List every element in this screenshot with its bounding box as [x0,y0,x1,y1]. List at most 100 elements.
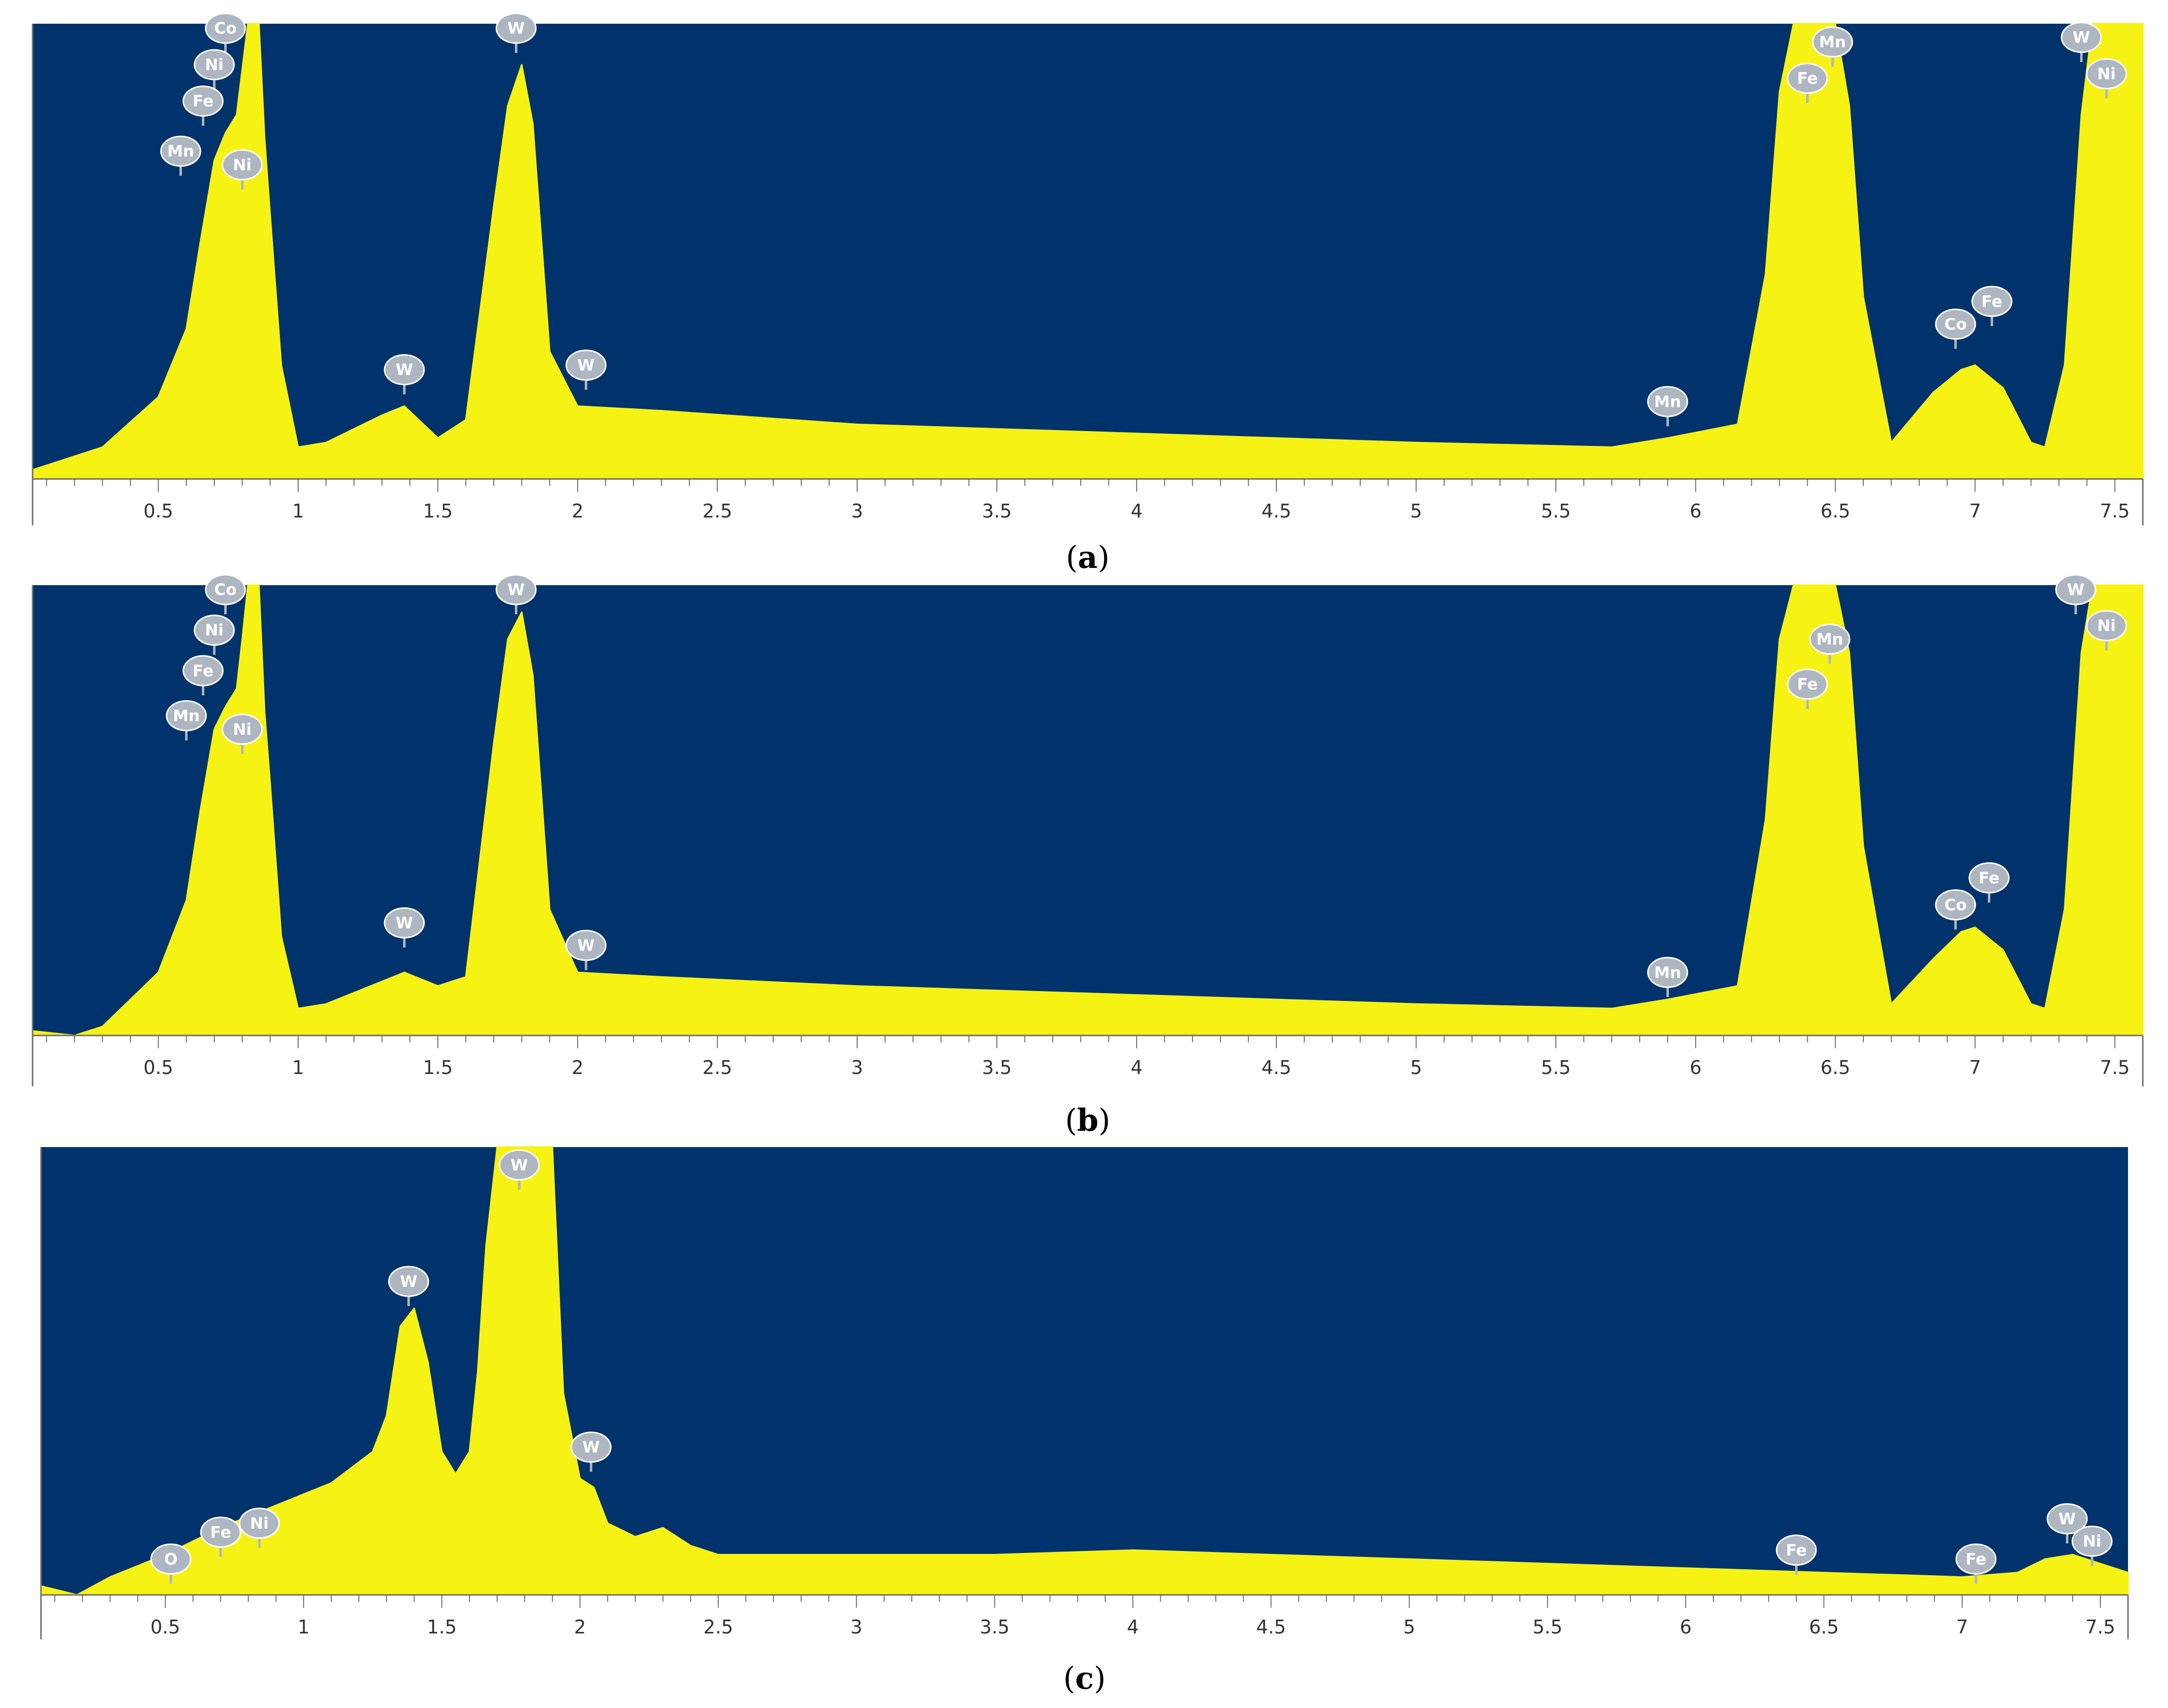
peak-label: W [508,580,525,599]
peak-marker: Co [1935,309,1976,349]
panel-caption-letter: a [1078,539,1098,575]
peak-marker: W [495,574,537,615]
x-tick-label: 4.5 [1256,1616,1286,1638]
spectrum-panel-b: 0.5 1 1.5 2 2.5 3 3.5 4 4.5 5 5.5 6 6.5 7 7.5 Co Ni Fe Mn N… [32,574,2144,1138]
peak-marker: W [384,354,425,395]
peak-marker: W [2061,22,2102,62]
x-tick-label: 3.5 [980,1616,1009,1638]
spectrum-area [32,23,2144,480]
peak-marker: Mn [1809,623,1851,664]
peak-marker-bubble [165,700,207,731]
peak-marker-bubble [1647,386,1689,417]
peak-marker-bubble [495,574,537,605]
peak-marker-bubble [205,12,246,44]
peak-label: Fe [1797,675,1818,694]
peak-label: W [577,936,594,955]
x-tick-label: 6 [1690,500,1701,522]
x-tick-label: 1.5 [423,1057,453,1078]
peak-marker-bubble [1955,1543,1997,1575]
x-tick-label: 2.5 [703,500,732,522]
peak-marker: Co [205,574,246,615]
x-tick-label: 0.5 [143,500,173,522]
peak-marker: W [495,12,537,53]
x-tick-label: 2 [572,1057,584,1078]
peak-marker-bubble [194,49,235,80]
peak-marker: Co [205,12,246,53]
x-tick-label: 6.5 [1820,500,1850,522]
peak-label: Co [214,580,237,599]
peak-label: W [395,914,413,932]
peak-marker-bubble [570,1431,612,1463]
peak-label: Co [1944,315,1967,334]
peak-label: W [400,1272,417,1291]
spectrum-area [32,584,2144,1036]
peak-marker: Ni [194,614,235,655]
peak-marker-bubble [2086,58,2127,89]
x-tick-label: 3.5 [982,1057,1012,1078]
peak-marker: W [570,1431,612,1472]
peak-marker: Fe [182,655,224,696]
x-tick-label: 3 [851,1616,863,1638]
spectrum-area [40,1146,2129,1596]
peak-marker: W [2055,574,2096,615]
peak-marker: Fe [1969,862,2010,903]
peak-label: Mn [167,142,195,160]
peak-marker: W [565,350,607,390]
peak-marker-bubble [182,85,224,117]
x-tick-label: 4 [1131,1057,1143,1078]
peak-marker-bubble [384,354,425,386]
x-tick-label: 4.5 [1261,500,1291,522]
peak-marker: O [150,1543,192,1584]
x-tick-label: 1 [292,500,304,522]
peak-marker: W [384,907,425,948]
peak-marker: W [388,1266,430,1307]
peak-label: Fe [1981,292,2002,311]
x-tick-label: 6 [1680,1616,1692,1638]
peak-marker: W [565,930,607,970]
peak-marker: Fe [1775,1534,1817,1575]
peak-label: W [2058,1509,2076,1528]
peak-marker: Co [1935,889,1976,930]
spectrum-panel-a: 0.5 1 1.5 2 2.5 3 3.5 4 4.5 5 5.5 6 6.5 7 7.5CoNiFeMnN… [32,12,2144,575]
peak-marker-bubble [565,930,607,961]
x-tick-label: 1 [292,1057,304,1078]
peak-label: Ni [233,156,252,174]
peak-marker-bubble [205,574,246,605]
peak-label: Fe [1978,869,1999,887]
peak-label: W [2067,580,2084,599]
peak-label: Ni [233,720,252,739]
x-tick-label: 7 [1956,1616,1968,1638]
peak-marker: Ni [194,49,235,89]
panel-caption-letter: b [1077,1102,1098,1138]
peak-marker-bubble [1775,1534,1817,1566]
x-tick-label: 1 [298,1616,310,1638]
x-tick-label: 3 [851,1057,863,1078]
x-tick-label: 5 [1410,1057,1422,1078]
peak-marker: Ni [222,149,263,190]
peak-marker: W [2047,1503,2088,1544]
x-tick-label: 5.5 [1533,1616,1562,1638]
peak-label: Ni [205,621,224,639]
peak-marker: Fe [200,1516,241,1557]
peak-marker-bubble [495,12,537,44]
panel-caption: (c) [1063,1660,1105,1696]
peak-label: Ni [250,1514,269,1533]
x-tick-label: 5 [1403,1616,1415,1638]
x-tick-label: 1.5 [423,500,453,522]
peak-label: O [164,1549,177,1568]
x-tick-label: 4 [1131,500,1143,522]
peak-label: Fe [1797,69,1818,88]
peak-marker-bubble [1935,889,1976,920]
peak-marker: Mn [1647,956,1689,997]
peak-label: W [395,360,413,379]
peak-label: W [511,1155,528,1174]
x-tick-label: 4 [1127,1616,1139,1638]
peak-marker: Fe [1971,285,2012,326]
peak-marker-bubble [2061,22,2102,53]
peak-marker-bubble [1787,669,1828,700]
peak-marker-bubble [150,1543,192,1575]
x-tick-label: 5 [1410,500,1422,522]
peak-label: Fe [193,661,213,680]
x-tick-label: 0.5 [143,1057,173,1078]
peak-marker-bubble [238,1508,280,1539]
